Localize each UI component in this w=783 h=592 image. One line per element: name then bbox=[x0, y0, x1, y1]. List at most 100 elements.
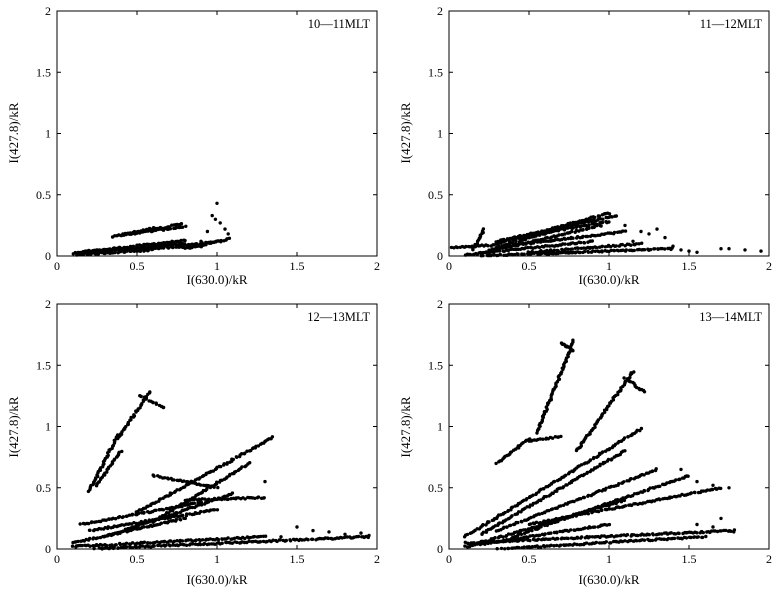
data-point bbox=[481, 253, 485, 258]
panel-12-13mlt: 0 0.5 1 1.5 200.511.52 12—13MLT I(630.0)/kR … bbox=[6, 297, 380, 587]
x-axis-label: I(630.0)/kR bbox=[186, 272, 247, 287]
data-point bbox=[130, 541, 135, 545]
data-point bbox=[609, 533, 614, 538]
data-point bbox=[107, 546, 111, 551]
y-tick-label: 2 bbox=[45, 297, 51, 311]
data-point bbox=[234, 469, 238, 474]
data-point bbox=[284, 538, 288, 543]
data-point bbox=[134, 521, 138, 526]
data-point bbox=[104, 543, 109, 548]
x-axis-label: I(630.0)/kR bbox=[578, 272, 639, 287]
data-point bbox=[179, 238, 183, 243]
data-point bbox=[171, 506, 176, 510]
data-point bbox=[465, 532, 470, 537]
data-point bbox=[689, 535, 693, 540]
data-point bbox=[597, 214, 602, 218]
data-point bbox=[584, 541, 589, 545]
data-point bbox=[545, 544, 549, 548]
data-point bbox=[555, 531, 559, 535]
data-point bbox=[647, 232, 651, 236]
data-point bbox=[695, 531, 699, 535]
data-point bbox=[91, 544, 95, 548]
data-point bbox=[684, 536, 689, 540]
data-point bbox=[92, 546, 96, 551]
data-point bbox=[151, 400, 155, 405]
data-point bbox=[263, 479, 267, 484]
data-point bbox=[625, 533, 630, 537]
data-point bbox=[561, 485, 566, 489]
data-point bbox=[590, 239, 594, 243]
data-point bbox=[139, 244, 143, 248]
data-point bbox=[547, 508, 551, 513]
data-point bbox=[565, 483, 569, 487]
data-point bbox=[529, 522, 533, 526]
x-tick-label: 0 bbox=[446, 259, 452, 273]
data-point bbox=[198, 483, 203, 487]
data-point bbox=[597, 489, 601, 493]
data-point bbox=[594, 540, 598, 545]
data-point bbox=[610, 457, 614, 461]
data-point bbox=[198, 476, 202, 480]
data-point bbox=[190, 539, 195, 543]
data-point bbox=[612, 230, 617, 235]
data-points bbox=[462, 338, 737, 551]
data-point bbox=[455, 245, 460, 250]
data-point bbox=[759, 249, 763, 253]
data-point bbox=[498, 252, 502, 257]
data-point bbox=[472, 541, 476, 545]
data-point bbox=[197, 503, 201, 507]
data-point bbox=[701, 489, 705, 493]
data-point bbox=[107, 517, 111, 521]
data-point bbox=[557, 227, 562, 232]
data-point bbox=[552, 251, 556, 255]
data-point bbox=[563, 232, 567, 236]
data-point bbox=[234, 455, 239, 459]
data-point bbox=[154, 402, 159, 406]
data-point bbox=[689, 491, 693, 495]
data-point bbox=[598, 462, 602, 466]
data-point bbox=[489, 540, 493, 544]
data-points bbox=[70, 390, 371, 551]
data-point bbox=[193, 497, 197, 501]
data-point bbox=[178, 518, 183, 522]
data-point bbox=[230, 541, 234, 545]
data-point bbox=[184, 543, 189, 547]
data-point bbox=[161, 405, 166, 410]
data-point bbox=[571, 338, 575, 342]
data-point bbox=[624, 248, 628, 252]
data-point bbox=[537, 245, 542, 250]
data-point bbox=[170, 491, 174, 496]
data-point bbox=[629, 371, 633, 375]
data-point bbox=[481, 523, 485, 527]
data-point bbox=[157, 241, 161, 245]
data-point bbox=[686, 474, 690, 478]
data-point bbox=[140, 544, 144, 548]
data-point bbox=[549, 531, 553, 535]
data-point bbox=[506, 546, 511, 551]
data-point bbox=[148, 390, 152, 394]
data-point bbox=[167, 242, 172, 246]
data-point bbox=[125, 249, 129, 253]
y-tick-label: 0.5 bbox=[428, 188, 443, 202]
data-point bbox=[586, 512, 590, 516]
data-point bbox=[549, 543, 553, 547]
data-point bbox=[522, 234, 527, 238]
data-point bbox=[156, 227, 161, 232]
data-point bbox=[204, 243, 208, 247]
data-point bbox=[492, 539, 496, 543]
data-point bbox=[654, 467, 658, 471]
data-point bbox=[195, 511, 199, 516]
data-point bbox=[540, 522, 544, 527]
data-point bbox=[247, 539, 251, 543]
x-axis-label: I(630.0)/kR bbox=[578, 572, 639, 587]
data-point bbox=[163, 515, 167, 519]
data-point bbox=[619, 533, 623, 537]
data-point bbox=[507, 252, 511, 256]
data-point bbox=[586, 493, 591, 498]
x-tick-label: 2 bbox=[374, 259, 380, 273]
data-point bbox=[489, 253, 493, 258]
data-point bbox=[512, 252, 517, 257]
data-point bbox=[153, 518, 157, 522]
x-tick-label: 0.5 bbox=[130, 259, 145, 273]
data-point bbox=[575, 542, 579, 547]
